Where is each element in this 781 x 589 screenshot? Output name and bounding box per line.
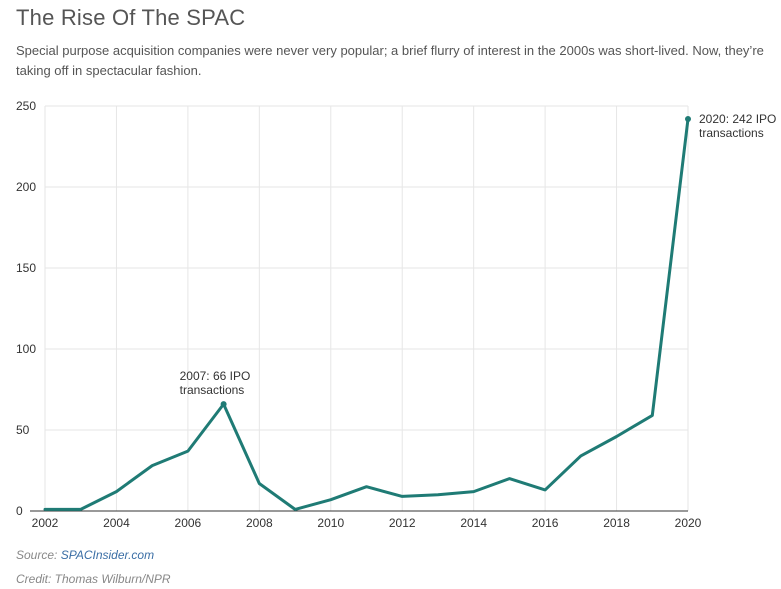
- annotation-label: transactions: [699, 126, 764, 140]
- x-tick-label: 2004: [103, 516, 130, 530]
- data-point: [650, 413, 654, 417]
- series-line-0: [43, 117, 690, 511]
- chart-subtitle: Special purpose acquisition companies we…: [16, 43, 764, 78]
- y-tick-label: 100: [16, 342, 36, 356]
- data-point: [400, 494, 404, 498]
- data-point: [472, 490, 476, 494]
- x-tick-label: 2020: [675, 516, 702, 530]
- data-point: [43, 507, 47, 511]
- annotation-marker: [220, 401, 227, 408]
- x-tick-label: 2006: [175, 516, 202, 530]
- grid-lines: [44, 105, 689, 511]
- annotation-label: 2007: 66 IPO: [180, 369, 251, 383]
- data-point: [615, 434, 619, 438]
- series-lines: [43, 117, 690, 511]
- x-tick-label: 2010: [317, 516, 344, 530]
- data-point: [257, 481, 261, 485]
- data-point: [150, 464, 154, 468]
- data-point: [436, 493, 440, 497]
- y-tick-label: 50: [16, 423, 30, 437]
- data-point: [507, 477, 511, 481]
- data-point: [79, 507, 83, 511]
- data-point: [114, 490, 118, 494]
- y-tick-label: 150: [16, 261, 36, 275]
- y-tick-label: 250: [16, 99, 36, 113]
- credit-note: Credit: Thomas Wilburn/NPR: [16, 572, 171, 586]
- y-tick-label: 0: [16, 504, 23, 518]
- source-label: Source:: [16, 548, 58, 562]
- x-tick-label: 2018: [603, 516, 630, 530]
- data-point: [293, 507, 297, 511]
- source-link[interactable]: SPACInsider.com: [60, 548, 155, 562]
- data-point: [579, 454, 583, 458]
- annotation-label: transactions: [180, 383, 245, 397]
- axes: 0 50 100 150 200 250 2002 2004 2006 2008 2010 2012 2…: [16, 99, 702, 530]
- annotation-label: 2020: 242 IPO: [699, 112, 776, 126]
- x-tick-label: 2012: [389, 516, 416, 530]
- x-tick-label: 2008: [246, 516, 273, 530]
- spac-line-chart: 0 50 100 150 200 250 2002 2004 2006 2008 2010 2012 2…: [16, 99, 776, 530]
- data-point: [329, 498, 333, 502]
- annotation-marker: [685, 115, 691, 122]
- source-note: Source: SPACInsider.com: [16, 548, 154, 562]
- x-tick-label: 2002: [32, 516, 59, 530]
- data-point: [543, 488, 547, 492]
- x-tick-label: 2016: [532, 516, 559, 530]
- chart-title: The Rise Of The SPAC: [16, 5, 246, 30]
- data-point: [365, 485, 369, 489]
- y-tick-label: 200: [16, 180, 36, 194]
- data-point: [186, 449, 190, 453]
- x-tick-label: 2014: [460, 516, 487, 530]
